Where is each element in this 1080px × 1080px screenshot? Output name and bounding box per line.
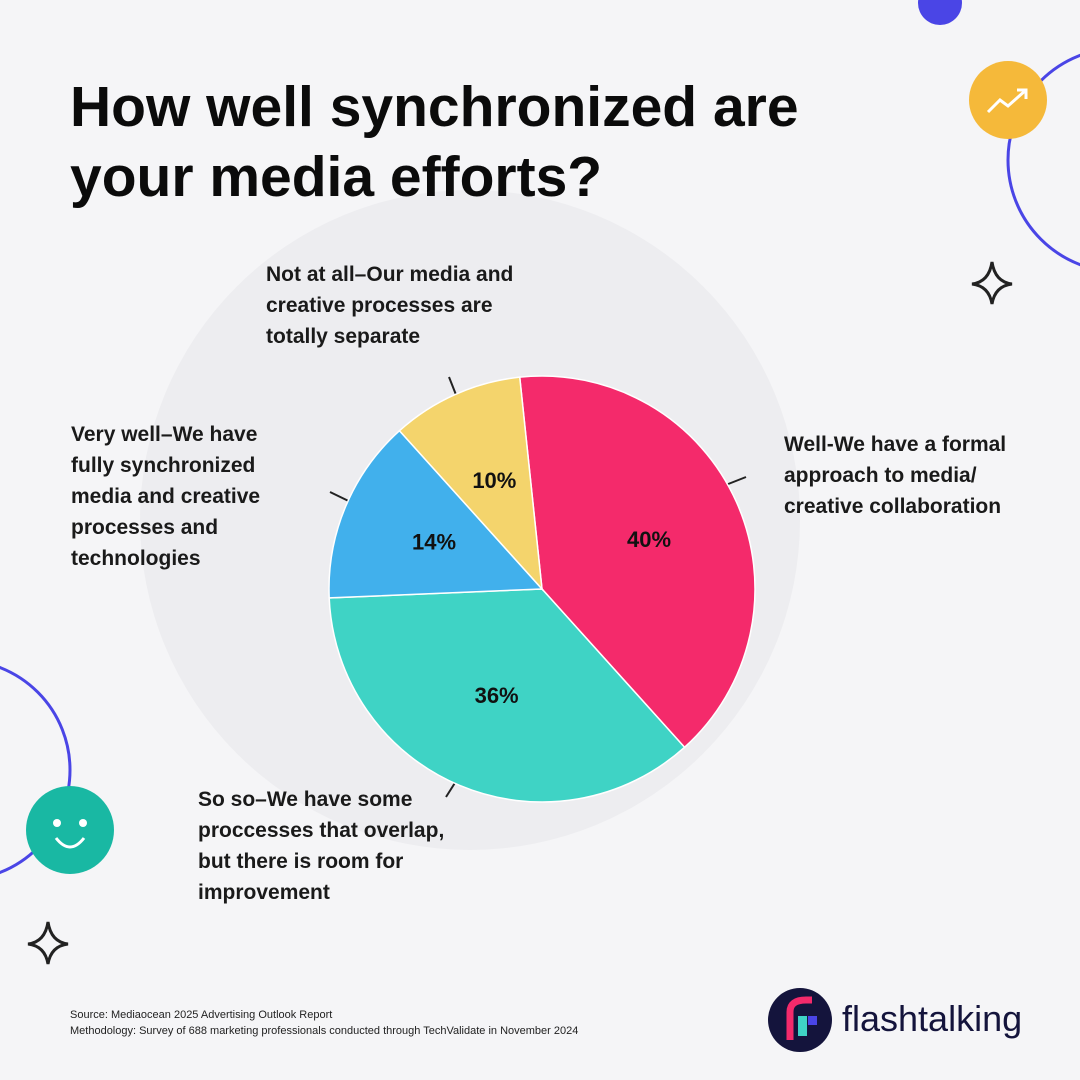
decor-icon <box>26 786 114 874</box>
logo <box>798 1016 807 1036</box>
value-label: 10% <box>472 468 516 493</box>
decor-icon <box>54 837 86 849</box>
decor-icon <box>969 61 1047 139</box>
decor-icon <box>53 819 61 827</box>
decor-star <box>27 921 69 965</box>
pie-slice <box>518 375 756 749</box>
brand: flashtalking <box>842 998 1023 1039</box>
slice-label: Well-We have a formal approach to media/… <box>784 433 1007 518</box>
value-label: 14% <box>412 529 456 554</box>
pie-slice <box>328 429 544 599</box>
pie-slice <box>328 588 686 803</box>
chart-title: How well synchronized are your media eff… <box>70 75 799 209</box>
logo <box>786 996 812 1040</box>
slice-label: Not at all–Our media and creative proces… <box>266 263 514 348</box>
decor-icon <box>79 819 87 827</box>
decor <box>0 665 72 875</box>
value-label: 40% <box>627 527 671 552</box>
decor-star <box>971 261 1013 305</box>
slice-label: Very well–We have fully synchronized med… <box>71 423 261 570</box>
slice-label: So so–We have some proccesses that overl… <box>198 788 445 904</box>
decor-icon <box>1017 88 1028 99</box>
decor-icon <box>986 88 1027 114</box>
decor <box>1006 53 1080 267</box>
pie-slice <box>398 376 543 592</box>
methodology: Methodology: Survey of 688 marketing pro… <box>70 1025 579 1037</box>
source: Source: Mediaocean 2025 Advertising Outl… <box>70 1009 333 1021</box>
decor <box>918 0 962 25</box>
logo <box>808 1016 817 1025</box>
value-label: 36% <box>475 683 519 708</box>
